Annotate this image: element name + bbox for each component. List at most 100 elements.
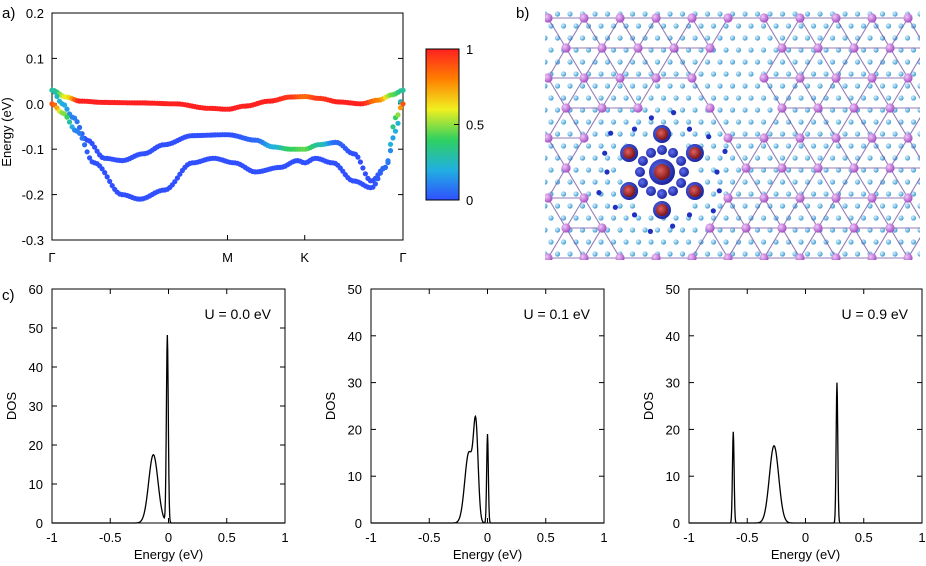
bond (817, 137, 837, 169)
blue-atom (792, 107, 798, 113)
blue-atom (679, 251, 686, 257)
pink-atom (867, 193, 877, 203)
blue-atom (854, 203, 861, 209)
band-point (82, 142, 88, 148)
dos-curve (52, 335, 285, 524)
blue-atom (748, 119, 754, 125)
bond (565, 167, 585, 199)
blue-atom (879, 251, 886, 257)
pink-atom (777, 223, 787, 233)
blue-atom (829, 83, 836, 89)
blue-atom (910, 47, 917, 53)
blue-atom (604, 11, 611, 17)
bond (871, 77, 891, 109)
blue-atom (748, 23, 754, 29)
pink-atom (921, 223, 926, 232)
dos-ytick-label: 10 (29, 477, 43, 492)
dos-ylabel: DOS (4, 392, 19, 421)
bond (889, 47, 909, 79)
blue-atom (685, 23, 692, 29)
blue-atom (610, 239, 617, 245)
orbital-lobe-small (612, 204, 618, 210)
blue-atom (554, 203, 561, 209)
bond (781, 197, 801, 229)
blue-atom (604, 203, 611, 209)
blue-atom (817, 83, 823, 89)
blue-atom (798, 119, 804, 125)
blue-atom (904, 155, 911, 161)
blue-atom (885, 71, 892, 77)
bond (907, 116, 920, 139)
blue-atom (885, 215, 892, 221)
blue-atom (692, 203, 698, 209)
blue-atom (554, 107, 561, 113)
blue-atom (773, 191, 779, 197)
blue-atom (860, 191, 867, 197)
blue-atom (898, 167, 904, 173)
blue-atom (829, 35, 836, 41)
bond (655, 47, 675, 79)
blue-atom (692, 131, 698, 137)
band-point (387, 141, 394, 147)
bond (835, 167, 855, 199)
blue-atom (754, 107, 761, 113)
pink-atom (867, 13, 877, 23)
blue-atom (785, 23, 792, 29)
blue-atom (585, 239, 592, 245)
blue-atom (773, 167, 779, 173)
bond (547, 17, 567, 49)
bond (727, 137, 747, 169)
bond (583, 197, 603, 229)
blue-atom (592, 155, 598, 161)
blue-atom (835, 167, 842, 173)
bond (763, 17, 783, 49)
blue-atom (779, 83, 786, 89)
blue-atom (667, 83, 673, 89)
blue-atom (767, 251, 773, 257)
blue-atom (798, 47, 804, 53)
dos-xtick-label: 1 (918, 530, 925, 545)
blue-atom (573, 191, 579, 197)
blue-atom (798, 239, 804, 245)
pink-atom (903, 253, 913, 260)
bond (799, 227, 819, 259)
blue-atom (567, 203, 573, 209)
blue-atom (860, 71, 867, 77)
dos-ytick-label: 0 (355, 516, 362, 531)
blue-atom (617, 131, 623, 137)
pink-atom (831, 73, 841, 83)
blue-atom (592, 203, 598, 209)
blue-atom (917, 107, 920, 113)
blue-atom (648, 47, 654, 53)
blue-atom (573, 23, 579, 29)
blue-atom (667, 227, 673, 233)
pink-atom (813, 163, 823, 173)
blue-atom (785, 191, 792, 197)
bond (547, 107, 567, 139)
blue-atom (723, 215, 729, 221)
blue-atom (873, 119, 879, 125)
blue-atom (617, 59, 623, 65)
blue-atom (892, 83, 898, 89)
blue-atom (879, 11, 886, 17)
pink-atom (561, 163, 571, 173)
pink-atom (885, 163, 895, 173)
blue-atom (804, 35, 811, 41)
blue-atom (779, 251, 786, 257)
blue-atom (579, 203, 586, 209)
blue-atom (698, 167, 704, 173)
bond (835, 17, 855, 49)
blue-atom (779, 59, 786, 65)
blue-atom (673, 215, 679, 221)
orbital-lobe-small (648, 115, 655, 121)
blue-atom (617, 83, 623, 89)
blue-atom (792, 179, 798, 185)
pink-atom (885, 43, 895, 53)
blue-atom (848, 95, 854, 101)
blue-atom (867, 227, 873, 233)
dos-xlabel: Energy (eV) (453, 547, 522, 562)
bond (853, 17, 873, 49)
blue-atom (642, 11, 648, 17)
